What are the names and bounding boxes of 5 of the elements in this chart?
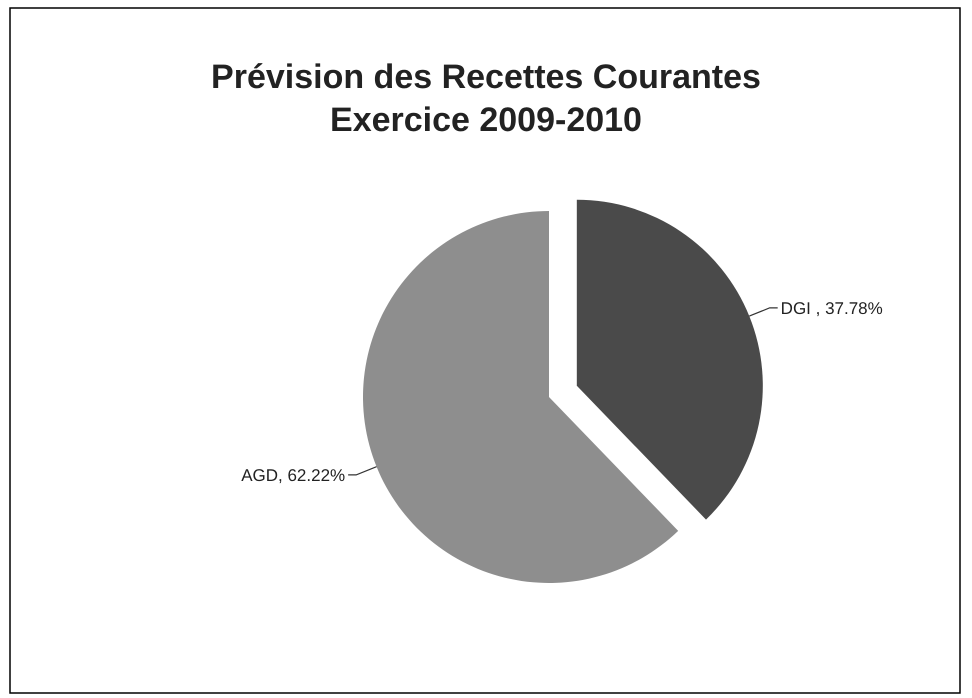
slice-label: DGI [780, 298, 811, 318]
data-label: , 62.22% [278, 466, 346, 485]
slice-label: AGD [241, 466, 278, 485]
chart-title: Prévision des Recettes Courantes Exercice 2009-2010 [211, 58, 761, 139]
data-label: , 37.78% [810, 298, 883, 318]
